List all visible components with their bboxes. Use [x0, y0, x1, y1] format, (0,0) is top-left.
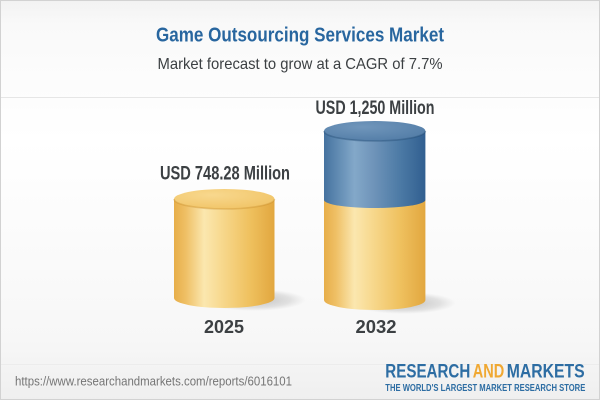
- svg-text:AND: AND: [473, 361, 505, 382]
- svg-text:USD 1,250 Million: USD 1,250 Million: [316, 98, 435, 119]
- svg-text:THE WORLD'S LARGEST MARKET RES: THE WORLD'S LARGEST MARKET RESEARCH STOR…: [385, 383, 585, 394]
- svg-text:Market forecast to grow at a C: Market forecast to grow at a CAGR of 7.7…: [158, 56, 443, 73]
- svg-text:RESEARCH: RESEARCH: [385, 361, 470, 382]
- svg-text:Game Outsourcing Services Mark: Game Outsourcing Services Market: [156, 25, 444, 47]
- svg-text:2025: 2025: [204, 317, 244, 337]
- svg-text:2032: 2032: [356, 317, 397, 337]
- svg-text:USD 748.28 Million: USD 748.28 Million: [160, 164, 290, 185]
- svg-text:https://www.researchandmarkets: https://www.researchandmarkets.com/repor…: [15, 374, 292, 389]
- svg-text:MARKETS: MARKETS: [507, 361, 585, 382]
